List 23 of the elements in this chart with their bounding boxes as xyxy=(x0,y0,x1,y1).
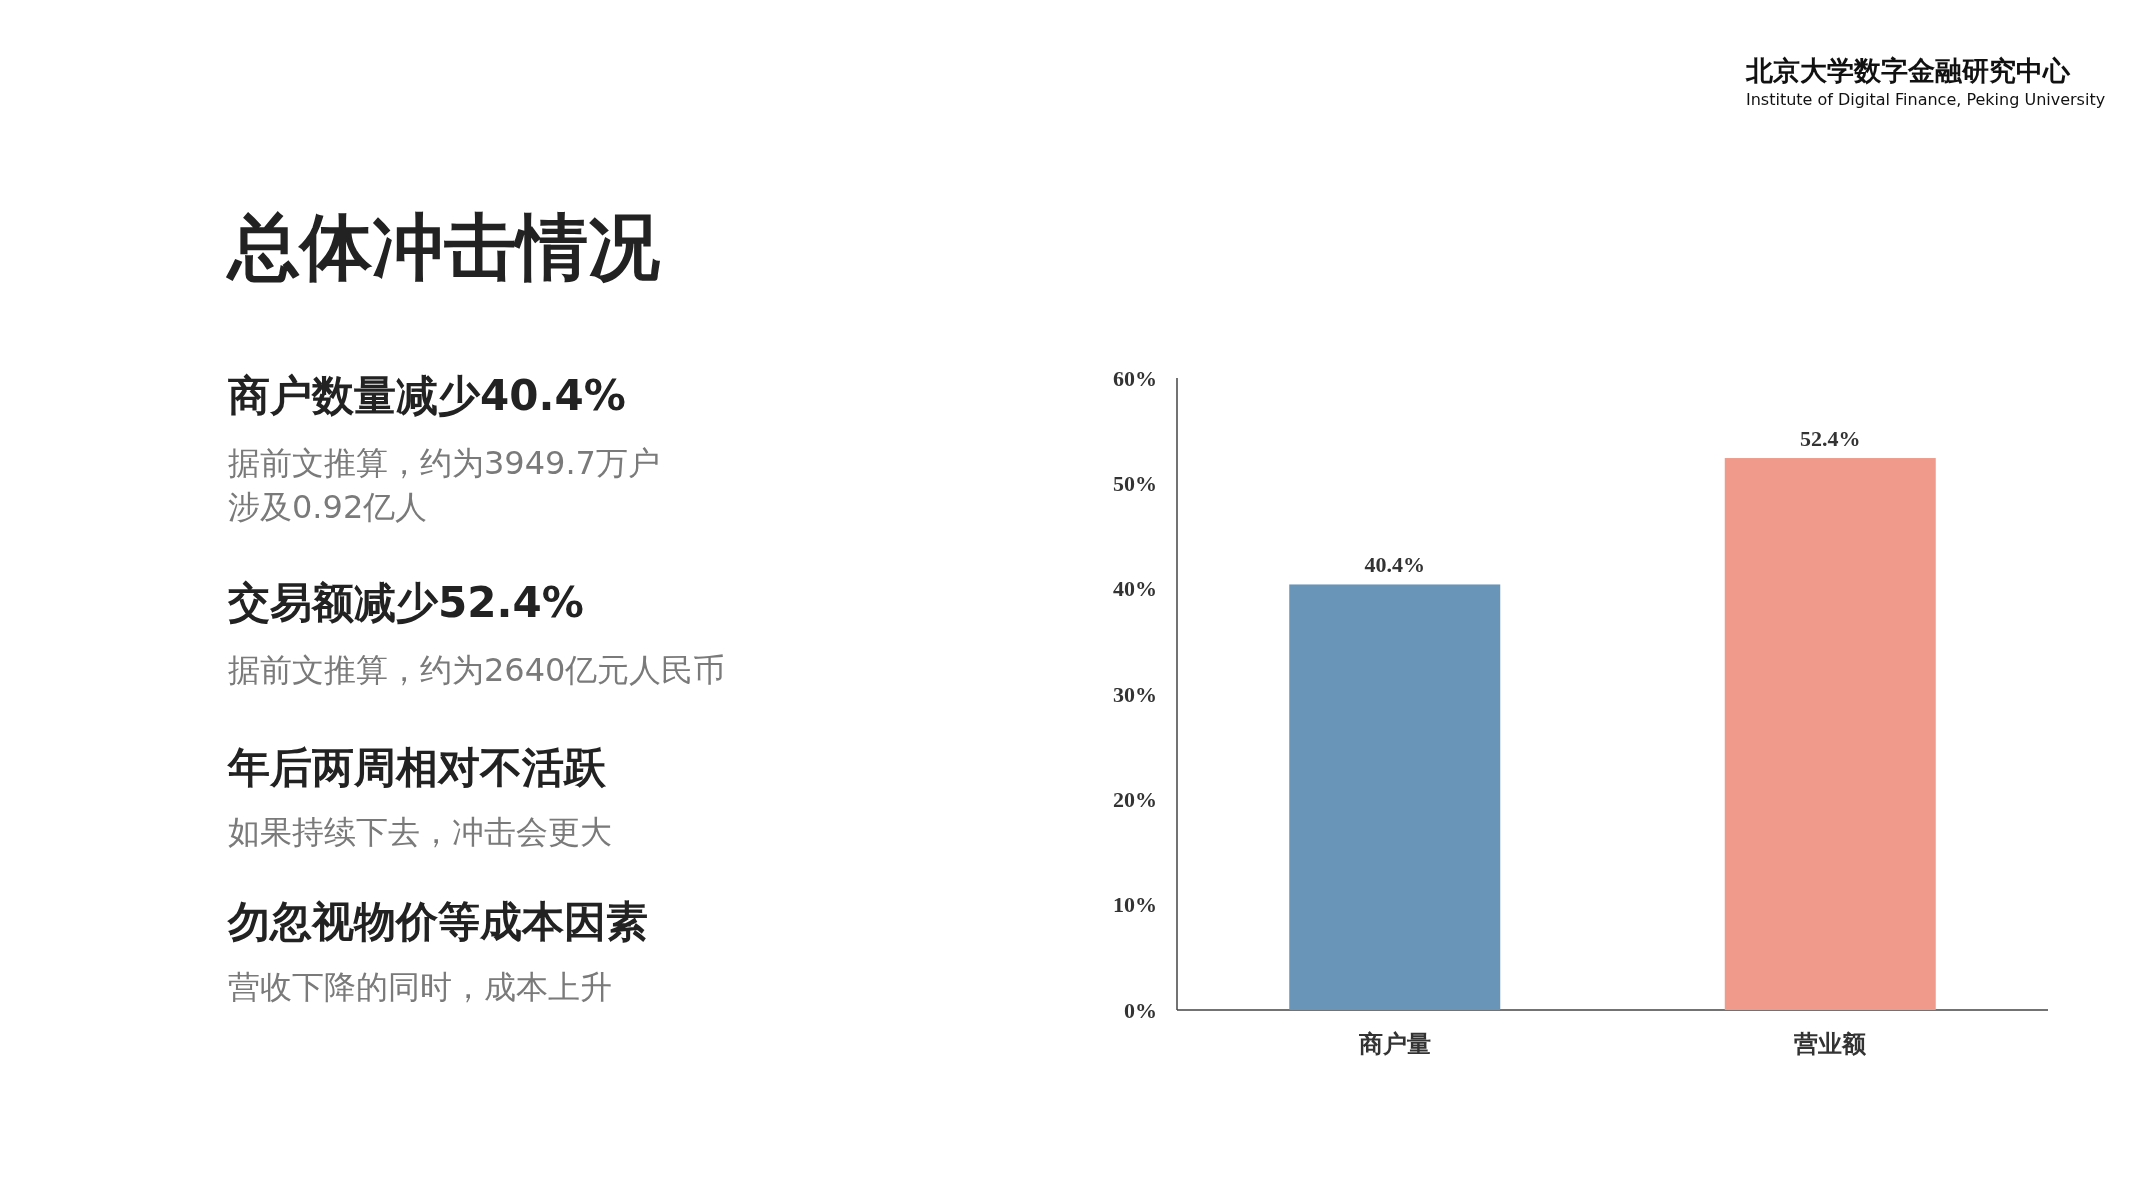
text: 如果持续下去，冲击会更大 xyxy=(228,813,612,851)
x-tick-label: 商户量 xyxy=(1357,1030,1431,1058)
x-tick-label: 营业额 xyxy=(1793,1030,1868,1058)
text: 营收下降的同时，成本上升 xyxy=(228,968,612,1006)
y-tick-label: 0% xyxy=(1124,997,1157,1023)
data-label: 40.4% xyxy=(1364,552,1425,578)
y-tick-label: 60% xyxy=(1113,365,1157,391)
text: 交易额减少52.4% xyxy=(227,578,584,627)
text: 据前文推算，约为3949.7万户 xyxy=(228,444,660,482)
text: 商户数量减少40.4% xyxy=(228,371,626,420)
text: 北京大学数字金融研究中心 xyxy=(1745,55,2071,86)
y-tick-label: 10% xyxy=(1113,892,1157,918)
y-tick-label: 20% xyxy=(1113,787,1157,813)
text: 涉及0.92亿人 xyxy=(228,488,428,526)
y-tick-label: 50% xyxy=(1113,471,1157,497)
text: Institute of Digital Finance, Peking University xyxy=(1746,90,2106,109)
y-tick-label: 30% xyxy=(1113,681,1157,707)
y-tick-label: 40% xyxy=(1113,576,1157,602)
text: 勿忽视物价等成本因素 xyxy=(227,897,648,946)
text: 总体冲击情况 xyxy=(225,205,660,289)
text: 据前文推算，约为2640亿元人民币 xyxy=(228,651,726,689)
text: 年后两周相对不活跃 xyxy=(227,743,607,792)
data-label: 52.4% xyxy=(1800,426,1861,452)
